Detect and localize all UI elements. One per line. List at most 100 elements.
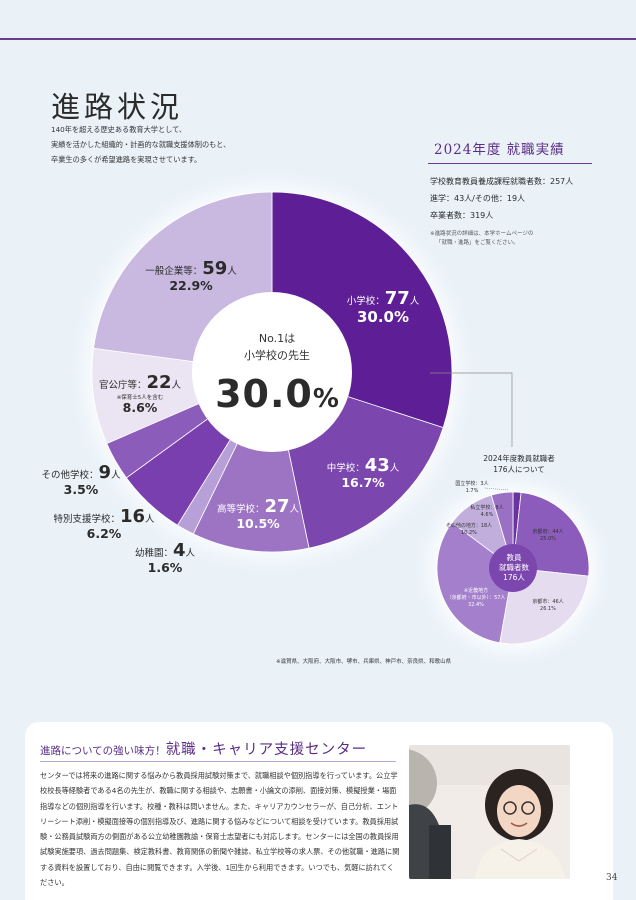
segment-name: 高等学校： — [216, 504, 265, 515]
label-special-support: 特別支援学校：16人 6.2% — [48, 506, 160, 541]
results-note: ※進路状況の詳細は、本学ホームページの 「就職・進路」をご覧ください。 — [430, 230, 600, 248]
segment-count: 16 — [119, 506, 146, 527]
intro-line: 140年を超える歴史ある教育大学として、 — [51, 125, 187, 134]
segment-percent: 10.5% — [236, 516, 280, 531]
small-label-kyoto-city: 京都市：46人 26.1% — [526, 599, 570, 613]
small-label-kinki: ※近畿地方 （京都府・市以外）：57人 32.4% — [442, 588, 510, 609]
label-companies: 一般企業等：59人 22.9% — [136, 258, 246, 293]
main-center-unit: % — [312, 384, 339, 414]
segment-count: 43 — [364, 455, 390, 476]
segment-count: 77 — [384, 288, 410, 309]
support-body: センターでは将来の進路に関する悩みから教員採用試験対策まで、就職相談や個別指導を… — [40, 771, 400, 888]
segment-name: 一般企業等： — [145, 266, 203, 277]
main-center-value: 30.0% — [190, 372, 364, 416]
segment-name: 幼稚園： — [134, 548, 173, 559]
segment-percent: 3.5% — [63, 482, 99, 497]
small-segment-label: 私立学校：8人 — [470, 505, 504, 511]
small-segment-label: （京都府・市以外）：57人 — [446, 595, 506, 601]
segment-percent: 8.6% — [122, 400, 158, 415]
results-note-line: ※進路状況の詳細は、本学ホームページの — [430, 231, 534, 237]
segment-note: ※保育士5人を含む — [116, 395, 164, 401]
small-segment-label: 京都市：46人 — [532, 599, 564, 605]
segment-percent: 16.7% — [341, 475, 385, 490]
consultation-photo — [409, 745, 570, 879]
small-center-line: 176人 — [503, 573, 525, 582]
segment-unit: 人 — [185, 548, 196, 559]
small-center-line: 教員 — [506, 553, 522, 562]
main-chart-center — [192, 292, 352, 452]
intro-line: 卒業生の多くが希望進路を実現させています。 — [51, 155, 202, 164]
small-segment-label: ※近畿地方 — [463, 588, 489, 594]
label-government: 官公庁等：22人 ※保育士5人を含む 8.6% — [92, 372, 188, 415]
small-donut-chart — [436, 491, 590, 645]
label-other-schools: その他学校：9人 3.5% — [36, 462, 126, 497]
segment-unit: 人 — [171, 380, 182, 391]
segment-name: 特別支援学校： — [53, 514, 120, 525]
small-chart-title-line: 176人について — [493, 465, 545, 474]
segment-percent: 30.0% — [356, 308, 410, 326]
small-segment-label: 国立学校：3人 — [455, 481, 489, 487]
main-center-line1: No.1は — [258, 332, 296, 345]
segment-count: 22 — [146, 372, 172, 393]
segment-count: 9 — [98, 462, 112, 483]
results-line-further-study: 進学：43人/その他：19人 — [430, 194, 526, 203]
page-number: 34 — [606, 873, 618, 883]
page-title: 進路状況 — [51, 90, 184, 124]
segment-count: 59 — [202, 258, 228, 279]
small-segment-label: 京都府：44人 — [532, 529, 564, 535]
support-title: 進路についての強い味方！就職・キャリア支援センター — [40, 738, 367, 759]
results-note-line: 「就職・進路」をご覧ください。 — [436, 240, 519, 246]
small-label-private: 私立学校：8人 4.6% — [466, 505, 508, 519]
main-center-number: 30.0 — [215, 372, 313, 416]
segment-name: 小学校： — [346, 296, 385, 307]
main-center-line2: 小学校の先生 — [244, 349, 310, 362]
segment-percent: 22.9% — [169, 278, 213, 293]
small-chart-center-label: 教員 就職者数 176人 — [492, 553, 536, 583]
small-segment-percent: 25.0% — [540, 536, 556, 542]
support-title-main: 就職・キャリア支援センター — [165, 742, 368, 758]
results-rule — [428, 163, 592, 164]
connector-line — [430, 372, 513, 447]
segment-unit: 人 — [289, 504, 300, 515]
segment-percent: 6.2% — [86, 526, 122, 541]
label-junior-high: 中学校：43人 16.7% — [320, 455, 406, 490]
small-segment-percent: 4.6% — [480, 512, 494, 518]
segment-unit: 人 — [227, 266, 237, 277]
small-segment-percent: 32.4% — [468, 602, 484, 608]
photo-illustration — [409, 745, 570, 879]
small-donut-segment-3 — [436, 521, 514, 644]
support-title-lead: 進路についての強い味方！ — [40, 745, 166, 757]
segment-name: 官公庁等： — [98, 380, 147, 391]
small-center-line: 就職者数 — [499, 563, 529, 572]
segment-unit: 人 — [145, 514, 155, 525]
region-note: ※滋賀県、大阪府、大阪市、堺市、兵庫県、神戸市、奈良県、和歌山県 — [276, 659, 452, 665]
segment-unit: 人 — [389, 463, 400, 474]
segment-name: 中学校： — [326, 463, 365, 474]
segment-unit: 人 — [409, 296, 420, 307]
small-chart-title: 2024年度教員就職者 176人について — [464, 453, 574, 475]
segment-name: その他学校： — [41, 470, 99, 481]
small-segment-label: その他の地方：18人 — [445, 523, 493, 529]
top-rule — [0, 38, 636, 40]
intro-text: 140年を超える歴史ある教育大学として、 実績を活かした組織的・計画的な就職支援… — [51, 122, 291, 167]
label-high-school: 高等学校：27人 10.5% — [210, 496, 306, 531]
small-segment-percent: 10.2% — [461, 530, 477, 536]
segment-count: 4 — [172, 540, 186, 561]
small-segment-percent: 1.7% — [465, 488, 479, 494]
segment-unit: 人 — [111, 470, 121, 481]
small-chart-center — [489, 544, 537, 592]
support-rule — [40, 761, 396, 762]
intro-line: 実績を活かした組織的・計画的な就職支援体制のもと、 — [51, 140, 231, 149]
small-label-national: 国立学校：3人 1.7% — [452, 481, 492, 495]
label-kindergarten: 幼稚園：4人 1.6% — [128, 540, 202, 575]
small-label-kyoto-pref: 京都府：44人 25.0% — [525, 529, 571, 543]
results-line-graduates-employed: 学校教育教員養成課程就職者数：257人 — [430, 177, 574, 186]
main-center-caption: No.1は 小学校の先生 — [222, 330, 332, 364]
segment-percent: 1.6% — [147, 560, 183, 575]
results-title: 2024年度 就職実績 — [434, 142, 565, 158]
small-label-other-region: その他の地方：18人 10.2% — [440, 523, 498, 537]
small-chart-title-line: 2024年度教員就職者 — [483, 454, 555, 463]
label-elementary: 小学校：77人 30.0% — [333, 288, 433, 326]
results-line-total-graduates: 卒業者数：319人 — [430, 211, 494, 220]
